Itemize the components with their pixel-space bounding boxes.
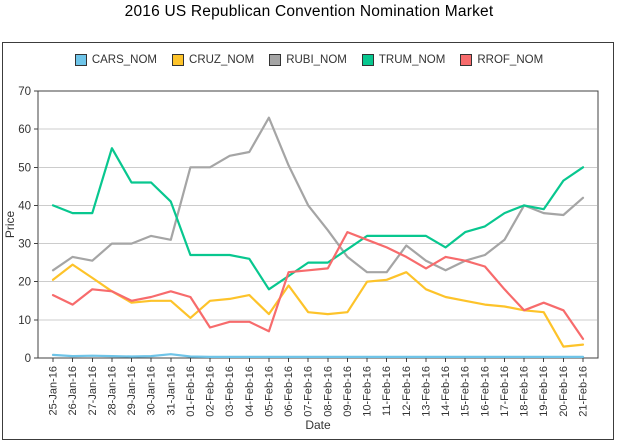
- x-tick-label-09-Feb-16: 09-Feb-16: [342, 366, 354, 417]
- legend: CARS_NOM CRUZ_NOM RUBI_NOM TRUM_NOM RROF_NOM: [0, 54, 618, 66]
- legend-item-CARS_NOM: CARS_NOM: [74, 54, 158, 66]
- x-tick-label-27-Jan-16: 27-Jan-16: [87, 366, 99, 416]
- x-tick-label-17-Feb-16: 17-Feb-16: [499, 366, 511, 417]
- x-tick-label-02-Feb-16: 02-Feb-16: [205, 366, 217, 417]
- legend-label-RROF_NOM: RROF_NOM: [477, 54, 544, 66]
- legend-swatch-CARS_NOM: [74, 54, 87, 66]
- x-tick-label-06-Feb-16: 06-Feb-16: [283, 366, 295, 417]
- x-tick-label-01-Feb-16: 01-Feb-16: [185, 366, 197, 417]
- legend-item-CRUZ_NOM: CRUZ_NOM: [172, 54, 254, 66]
- legend-item-RUBI_NOM: RUBI_NOM: [269, 54, 347, 66]
- y-tick-label-50: 50: [18, 162, 31, 174]
- x-tick-label-04-Feb-16: 04-Feb-16: [244, 366, 256, 417]
- x-tick-label-10-Feb-16: 10-Feb-16: [362, 366, 374, 417]
- x-tick-label-14-Feb-16: 14-Feb-16: [440, 366, 452, 417]
- x-tick-label-21-Feb-16: 21-Feb-16: [578, 366, 590, 417]
- x-tick-label-08-Feb-16: 08-Feb-16: [322, 366, 334, 417]
- legend-swatch-RROF_NOM: [460, 54, 473, 66]
- series-line-CRUZ_NOM: [51, 263, 585, 348]
- y-tick-label-60: 60: [18, 124, 31, 136]
- series-line-CARS_NOM: [51, 353, 585, 358]
- y-tick-label-20: 20: [18, 277, 31, 289]
- series-line-RROF_NOM: [51, 231, 585, 340]
- x-tick-label-25-Jan-16: 25-Jan-16: [48, 366, 60, 416]
- y-axis-title-price: Price: [3, 211, 17, 239]
- y-tick-label-10: 10: [18, 315, 31, 327]
- chart-title: 2016 US Republican Convention Nomination…: [124, 3, 494, 20]
- legend-label-TRUM_NOM: TRUM_NOM: [378, 54, 446, 66]
- y-tick-label-0: 0: [25, 353, 31, 365]
- x-axis-title-date: Date: [305, 418, 331, 432]
- x-tick-label-20-Feb-16: 20-Feb-16: [558, 366, 570, 417]
- x-tick-label-11-Feb-16: 11-Feb-16: [381, 366, 393, 416]
- legend-item-TRUM_NOM: TRUM_NOM: [361, 54, 446, 66]
- x-tick-label-29-Jan-16: 29-Jan-16: [126, 366, 138, 416]
- x-tick-label-15-Feb-16: 15-Feb-16: [460, 366, 472, 417]
- y-tick-label-70: 70: [18, 86, 31, 98]
- x-tick-label-03-Feb-16: 03-Feb-16: [224, 366, 236, 417]
- chart-border-box: [2, 42, 614, 440]
- legend-swatch-TRUM_NOM: [361, 54, 374, 66]
- x-tick-label-30-Jan-16: 30-Jan-16: [146, 366, 158, 416]
- x-tick-label-26-Jan-16: 26-Jan-16: [67, 366, 79, 416]
- legend-label-CARS_NOM: CARS_NOM: [91, 54, 158, 66]
- y-tick-label-40: 40: [18, 200, 31, 212]
- x-tick-label-18-Feb-16: 18-Feb-16: [519, 366, 531, 417]
- x-tick-label-19-Feb-16: 19-Feb-16: [538, 366, 550, 417]
- legend-label-CRUZ_NOM: CRUZ_NOM: [189, 54, 255, 66]
- x-tick-label-05-Feb-16: 05-Feb-16: [263, 366, 275, 417]
- legend-swatch-RUBI_NOM: [269, 54, 282, 66]
- legend-label-RUBI_NOM: RUBI_NOM: [286, 54, 347, 66]
- legend-item-RROF_NOM: RROF_NOM: [460, 54, 543, 66]
- x-tick-label-13-Feb-16: 13-Feb-16: [421, 366, 433, 417]
- series-line-TRUM_NOM: [51, 147, 585, 291]
- x-tick-label-07-Feb-16: 07-Feb-16: [303, 366, 315, 417]
- legend-swatch-CRUZ_NOM: [172, 54, 185, 66]
- x-tick-label-12-Feb-16: 12-Feb-16: [401, 366, 413, 417]
- x-tick-label-28-Jan-16: 28-Jan-16: [106, 366, 118, 416]
- x-tick-label-16-Feb-16: 16-Feb-16: [479, 366, 491, 417]
- y-tick-label-30: 30: [18, 239, 31, 251]
- x-tick-label-31-Jan-16: 31-Jan-16: [165, 366, 177, 416]
- series-line-RUBI_NOM: [51, 116, 585, 274]
